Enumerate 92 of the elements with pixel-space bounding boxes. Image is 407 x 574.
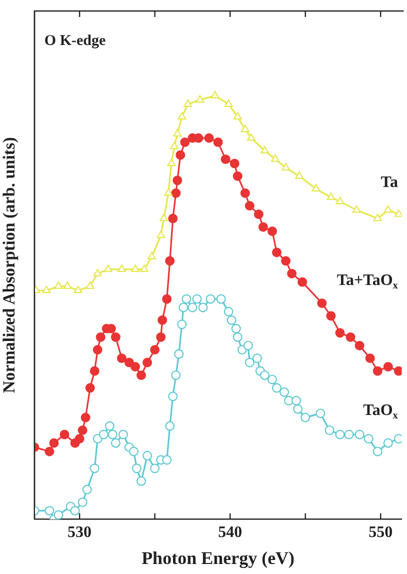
point [233, 112, 242, 120]
point [172, 176, 182, 186]
point [158, 315, 168, 325]
text: O K-edge [44, 32, 106, 49]
point [394, 366, 402, 376]
point [287, 268, 297, 278]
point [272, 248, 282, 258]
point [156, 332, 166, 342]
point [336, 196, 344, 204]
point [171, 188, 181, 198]
x-tick-label: 530 [68, 524, 92, 541]
point [176, 150, 186, 160]
point [110, 332, 120, 342]
point [160, 214, 168, 222]
point [354, 340, 364, 350]
point [271, 154, 280, 162]
point [220, 154, 230, 164]
point [383, 362, 393, 372]
point [60, 430, 70, 440]
point [80, 412, 90, 422]
point [194, 133, 204, 143]
point [170, 142, 179, 150]
point [260, 146, 269, 154]
point [210, 90, 220, 98]
point [244, 201, 254, 211]
point [49, 438, 59, 448]
point [184, 99, 192, 107]
point [295, 171, 304, 179]
point [92, 345, 102, 355]
point [326, 192, 336, 200]
point [298, 277, 308, 287]
point [317, 298, 327, 308]
point [180, 138, 190, 148]
point [282, 162, 290, 170]
point [373, 214, 382, 222]
point [167, 158, 176, 166]
point [90, 366, 100, 376]
y-axis-title: Normalized Absorption (arb. units) [0, 137, 19, 394]
point [346, 332, 356, 342]
point [230, 158, 240, 168]
point [335, 328, 345, 338]
point [165, 256, 175, 266]
point [178, 112, 186, 120]
point [44, 446, 54, 456]
point [130, 362, 140, 372]
point [352, 205, 361, 213]
x-tick-label: 540 [218, 524, 242, 541]
point [168, 214, 178, 224]
point [85, 383, 95, 393]
point [93, 268, 102, 276]
point [164, 188, 173, 196]
point [42, 286, 51, 294]
point [116, 354, 126, 364]
point [326, 311, 336, 321]
point [232, 171, 242, 181]
point [173, 129, 182, 136]
point [224, 99, 233, 107]
point [312, 184, 320, 192]
point [96, 332, 106, 342]
point [131, 264, 140, 272]
point [156, 230, 166, 238]
point [246, 133, 256, 141]
point [150, 345, 160, 355]
point [140, 264, 148, 272]
x-tick-label: 550 [368, 524, 393, 541]
point [104, 264, 112, 272]
point [281, 256, 291, 266]
point [254, 210, 264, 220]
point [204, 133, 214, 143]
point [142, 358, 152, 368]
point [365, 354, 375, 364]
point [86, 282, 94, 289]
point [384, 205, 392, 213]
point [148, 252, 156, 260]
point [63, 282, 72, 289]
point [78, 426, 88, 436]
point [74, 434, 84, 444]
point [162, 294, 172, 304]
point [118, 264, 126, 272]
point [372, 366, 382, 376]
point [240, 188, 250, 198]
point [240, 124, 250, 132]
point [213, 138, 223, 148]
x-axis-title: Photon Energy (eV) [142, 548, 295, 568]
series-label: Ta [380, 174, 398, 192]
point [267, 226, 277, 236]
point [196, 95, 204, 103]
point [54, 282, 63, 289]
point [136, 370, 146, 380]
point [74, 286, 82, 294]
point [258, 222, 268, 232]
point [394, 210, 402, 217]
